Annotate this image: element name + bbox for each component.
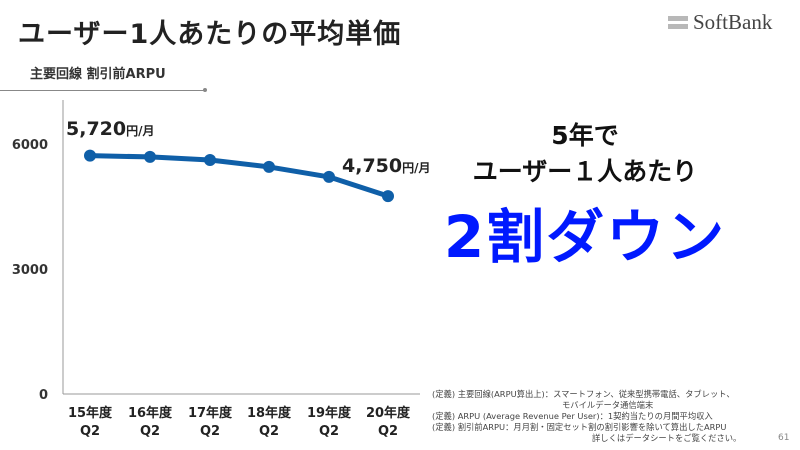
x-tick-label: Q2 xyxy=(200,424,220,439)
y-tick-label: 6000 xyxy=(12,138,48,153)
x-tick-label: 19年度 xyxy=(307,405,352,421)
headline-line2: ユーザー１人あたり xyxy=(472,157,698,186)
logo-text: SoftBank xyxy=(693,10,773,34)
note: (定義) 割引前ARPU：月月割・固定セット割の割引影響を除いて算出したARPU xyxy=(432,422,727,432)
headline-line1: 5年で xyxy=(551,121,619,150)
x-tick-label: Q2 xyxy=(259,424,279,439)
x-tick-label: Q2 xyxy=(80,424,100,439)
subtitle-divider xyxy=(0,88,207,92)
series-line xyxy=(89,153,389,199)
headline-emphasis: 2割ダウン xyxy=(443,203,727,271)
data-point xyxy=(84,149,96,162)
y-tick-label: 3000 xyxy=(12,263,48,278)
x-tick-label: 20年度 xyxy=(366,405,411,421)
y-tick-label: 0 xyxy=(39,388,48,403)
page-title: ユーザー1人あたりの平均単価 xyxy=(18,19,402,50)
x-tick-label: 17年度 xyxy=(188,405,233,421)
data-point xyxy=(204,154,216,167)
unit-label: 円/月 xyxy=(402,161,431,175)
logo-bars-icon xyxy=(668,16,688,29)
note: モバイルデータ通信端末 xyxy=(562,400,654,410)
x-tick-label: Q2 xyxy=(378,424,398,439)
footnotes: (定義) 主要回線(ARPU算出上)：スマートフォン、従来型携帯電話、タブレット… xyxy=(432,389,741,444)
data-point xyxy=(263,160,275,173)
data-point xyxy=(382,190,394,203)
note: (定義) 主要回線(ARPU算出上)：スマートフォン、従来型携帯電話、タブレット… xyxy=(432,389,735,399)
headline-text: 5年で ユーザー１人あたり xyxy=(440,118,730,190)
note: 詳しくはデータシートをご覧ください。 xyxy=(592,433,742,443)
data-point xyxy=(144,150,156,163)
x-tick-label: Q2 xyxy=(319,424,339,439)
x-tick-label: 16年度 xyxy=(128,405,173,421)
page-number: 61 xyxy=(778,433,790,443)
chart-subtitle: 主要回線 割引前ARPU xyxy=(30,67,166,82)
x-tick-label: 18年度 xyxy=(247,405,292,421)
x-tick-label: 15年度 xyxy=(68,405,113,421)
data-point xyxy=(323,170,335,183)
softbank-logo: SoftBank xyxy=(668,10,772,35)
last-value-label: 4,750円/月 xyxy=(342,155,431,177)
first-value-label: 5,720円/月 xyxy=(66,118,155,140)
x-tick-label: Q2 xyxy=(140,424,160,439)
note: (定義) ARPU (Average Revenue Per User)：1契約… xyxy=(432,411,713,421)
